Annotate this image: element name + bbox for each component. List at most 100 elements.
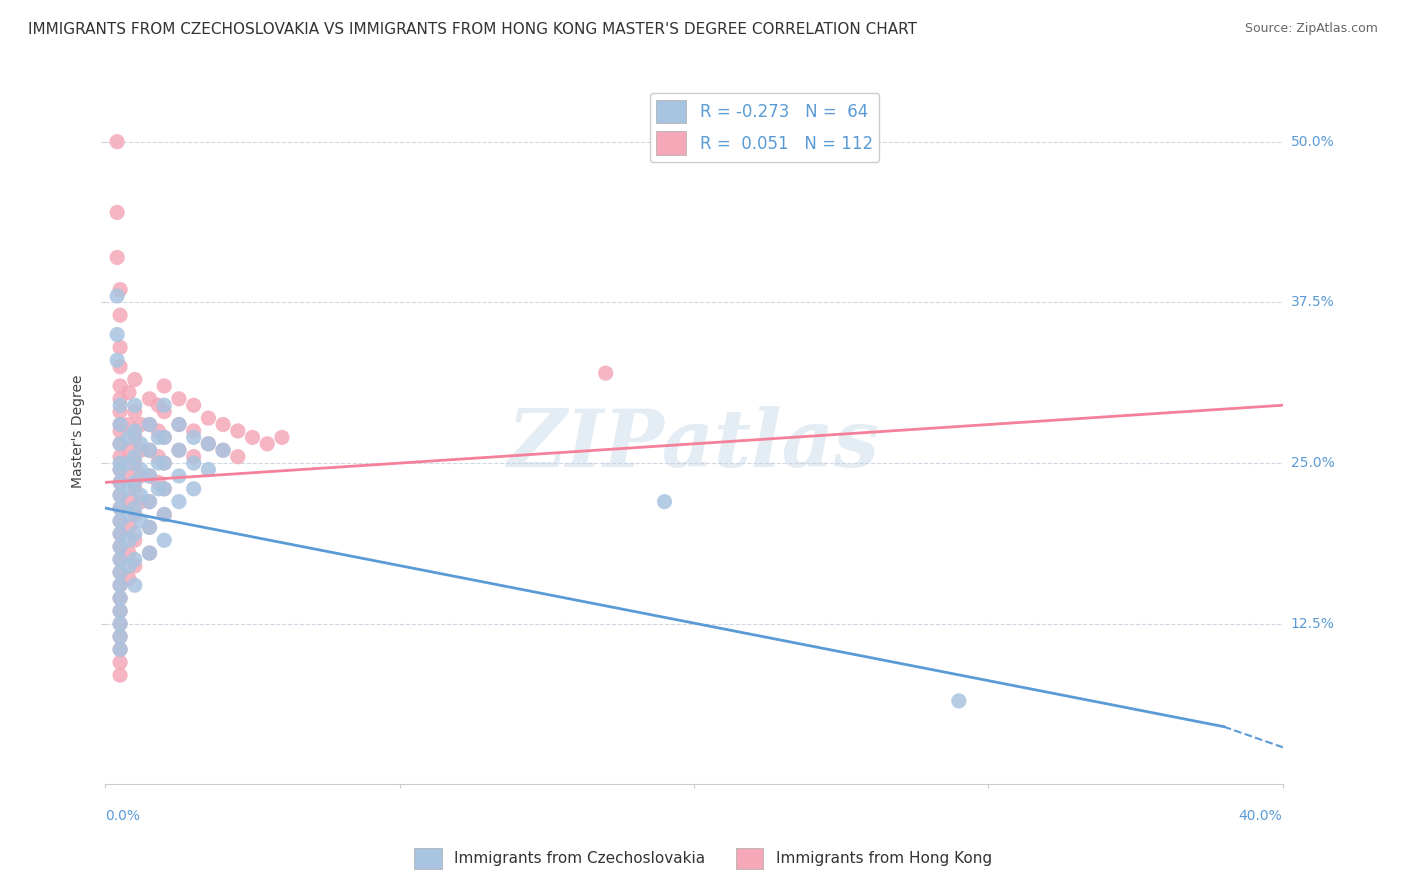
Point: [197, 411, 219, 425]
Point: [108, 604, 131, 618]
Point: [167, 494, 190, 508]
Point: [118, 546, 141, 560]
Point: [153, 533, 176, 548]
Point: [108, 514, 131, 528]
Point: [118, 572, 141, 586]
Point: [167, 443, 190, 458]
Point: [108, 526, 131, 541]
Point: [138, 417, 160, 432]
Point: [108, 283, 131, 297]
Point: [153, 456, 176, 470]
Point: [212, 443, 235, 458]
Point: [108, 359, 131, 374]
Point: [108, 591, 131, 605]
Point: [138, 520, 160, 534]
Point: [108, 475, 131, 490]
Point: [197, 462, 219, 476]
Point: [256, 437, 278, 451]
Point: [108, 340, 131, 354]
Point: [108, 526, 131, 541]
Point: [129, 417, 152, 432]
Point: [108, 405, 131, 419]
Point: [124, 456, 146, 470]
Point: [129, 469, 152, 483]
Point: [124, 552, 146, 566]
Point: [108, 642, 131, 657]
Point: [108, 514, 131, 528]
Point: [226, 450, 249, 464]
Point: [124, 424, 146, 438]
Point: [105, 251, 128, 265]
Point: [148, 482, 170, 496]
Point: [118, 558, 141, 573]
Point: [148, 456, 170, 470]
Point: [153, 482, 176, 496]
Point: [108, 578, 131, 592]
Point: [108, 417, 131, 432]
Point: [118, 520, 141, 534]
Text: 40.0%: 40.0%: [1239, 809, 1282, 823]
Point: [271, 430, 294, 444]
Point: [108, 540, 131, 554]
Point: [124, 398, 146, 412]
Legend: Immigrants from Czechoslovakia, Immigrants from Hong Kong: Immigrants from Czechoslovakia, Immigran…: [408, 841, 998, 875]
Text: Source: ZipAtlas.com: Source: ZipAtlas.com: [1244, 22, 1378, 36]
Point: [108, 630, 131, 644]
Text: 25.0%: 25.0%: [1291, 456, 1334, 470]
Point: [654, 494, 676, 508]
Point: [108, 462, 131, 476]
Text: IMMIGRANTS FROM CZECHOSLOVAKIA VS IMMIGRANTS FROM HONG KONG MASTER'S DEGREE CORR: IMMIGRANTS FROM CZECHOSLOVAKIA VS IMMIGR…: [28, 22, 917, 37]
Point: [167, 417, 190, 432]
Point: [129, 443, 152, 458]
Point: [242, 430, 264, 444]
Point: [183, 430, 205, 444]
Point: [124, 558, 146, 573]
Point: [197, 437, 219, 451]
Point: [183, 482, 205, 496]
Point: [153, 430, 176, 444]
Point: [212, 417, 235, 432]
Point: [138, 443, 160, 458]
Point: [138, 494, 160, 508]
Point: [153, 508, 176, 522]
Point: [197, 437, 219, 451]
Point: [118, 494, 141, 508]
Point: [108, 398, 131, 412]
Point: [948, 694, 970, 708]
Text: 37.5%: 37.5%: [1291, 295, 1334, 310]
Point: [108, 566, 131, 580]
Point: [108, 616, 131, 631]
Point: [138, 443, 160, 458]
Legend: R = -0.273   N =  64, R =  0.051   N = 112: R = -0.273 N = 64, R = 0.051 N = 112: [650, 93, 880, 161]
Point: [105, 353, 128, 368]
Point: [108, 417, 131, 432]
Point: [108, 616, 131, 631]
Point: [108, 501, 131, 516]
Point: [153, 456, 176, 470]
Point: [167, 469, 190, 483]
Point: [108, 424, 131, 438]
Point: [167, 417, 190, 432]
Point: [108, 656, 131, 670]
Point: [148, 430, 170, 444]
Point: [108, 604, 131, 618]
Point: [153, 482, 176, 496]
Point: [124, 508, 146, 522]
Point: [108, 475, 131, 490]
Point: [148, 475, 170, 490]
Point: [595, 366, 617, 380]
Point: [118, 469, 141, 483]
Point: [108, 488, 131, 502]
Point: [138, 494, 160, 508]
Point: [153, 508, 176, 522]
Point: [105, 135, 128, 149]
Point: [138, 546, 160, 560]
Point: [153, 405, 176, 419]
Y-axis label: Master's Degree: Master's Degree: [72, 375, 86, 488]
Point: [118, 385, 141, 400]
Point: [129, 488, 152, 502]
Point: [212, 443, 235, 458]
Point: [118, 482, 141, 496]
Point: [105, 205, 128, 219]
Point: [148, 398, 170, 412]
